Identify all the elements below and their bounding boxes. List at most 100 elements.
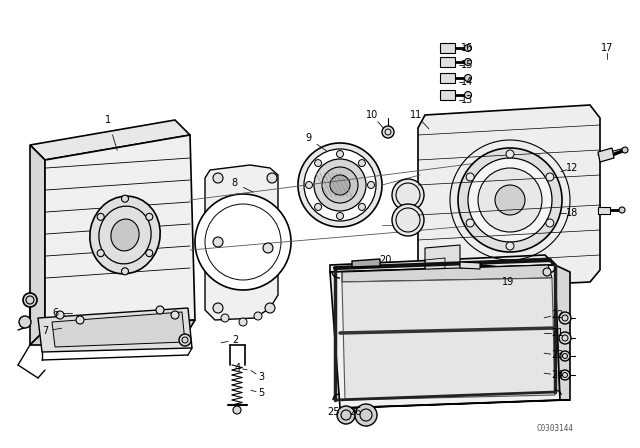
Circle shape <box>478 168 542 232</box>
Circle shape <box>233 406 241 414</box>
Circle shape <box>265 303 275 313</box>
Circle shape <box>213 303 223 313</box>
Polygon shape <box>205 165 278 320</box>
Text: 5: 5 <box>258 388 264 398</box>
Text: 3: 3 <box>258 372 264 382</box>
Circle shape <box>506 150 514 158</box>
Circle shape <box>466 173 474 181</box>
Circle shape <box>337 151 344 158</box>
Circle shape <box>465 59 472 65</box>
Circle shape <box>559 332 571 344</box>
Text: 7: 7 <box>42 326 48 336</box>
Circle shape <box>392 204 424 236</box>
Circle shape <box>506 242 514 250</box>
Text: 2: 2 <box>232 335 238 345</box>
Polygon shape <box>52 312 185 347</box>
Polygon shape <box>460 262 480 269</box>
Circle shape <box>367 181 374 189</box>
Text: 14: 14 <box>461 77 473 87</box>
Circle shape <box>458 148 562 252</box>
Polygon shape <box>598 207 610 214</box>
Circle shape <box>298 143 382 227</box>
Circle shape <box>179 334 191 346</box>
Circle shape <box>156 306 164 314</box>
Circle shape <box>358 159 365 167</box>
Polygon shape <box>342 265 552 282</box>
Polygon shape <box>30 320 195 345</box>
Text: 1: 1 <box>105 115 111 125</box>
Circle shape <box>221 314 229 322</box>
Circle shape <box>239 318 247 326</box>
Circle shape <box>146 213 153 220</box>
Text: 25: 25 <box>327 407 339 417</box>
Polygon shape <box>440 73 455 83</box>
Circle shape <box>263 243 273 253</box>
Text: 17: 17 <box>601 43 613 53</box>
Text: 26: 26 <box>349 407 361 417</box>
Circle shape <box>495 185 525 215</box>
Text: 21: 21 <box>551 328 563 338</box>
Circle shape <box>330 175 350 195</box>
Ellipse shape <box>111 219 139 251</box>
Circle shape <box>322 167 358 203</box>
Circle shape <box>97 250 104 257</box>
Ellipse shape <box>90 196 160 274</box>
Circle shape <box>304 149 376 221</box>
Polygon shape <box>598 148 614 162</box>
Text: C0303144: C0303144 <box>536 423 573 432</box>
Circle shape <box>466 219 474 227</box>
Text: 15: 15 <box>461 60 473 70</box>
Circle shape <box>56 311 64 319</box>
Circle shape <box>546 173 554 181</box>
Circle shape <box>213 237 223 247</box>
Polygon shape <box>30 120 190 160</box>
Circle shape <box>195 194 291 290</box>
Circle shape <box>254 312 262 320</box>
Circle shape <box>465 91 472 99</box>
Circle shape <box>314 159 366 211</box>
Circle shape <box>76 316 84 324</box>
Polygon shape <box>340 400 570 408</box>
Circle shape <box>122 195 129 202</box>
Circle shape <box>146 250 153 257</box>
Text: 4: 4 <box>235 363 241 373</box>
Circle shape <box>619 207 625 213</box>
Circle shape <box>358 203 365 211</box>
Text: 11: 11 <box>410 110 422 120</box>
Circle shape <box>355 404 377 426</box>
Polygon shape <box>342 278 555 400</box>
Circle shape <box>213 173 223 183</box>
Circle shape <box>315 159 321 167</box>
Circle shape <box>468 158 552 242</box>
Circle shape <box>337 406 355 424</box>
Circle shape <box>622 147 628 153</box>
Polygon shape <box>440 57 455 67</box>
Circle shape <box>543 268 551 276</box>
Polygon shape <box>555 265 570 400</box>
Text: 22: 22 <box>551 310 563 320</box>
Circle shape <box>171 311 179 319</box>
Text: 9: 9 <box>305 133 311 143</box>
Text: 12: 12 <box>566 163 578 173</box>
Circle shape <box>315 203 321 211</box>
Text: 10: 10 <box>366 110 378 120</box>
Text: 16: 16 <box>461 43 473 53</box>
Text: 6: 6 <box>52 308 58 318</box>
Polygon shape <box>30 145 45 345</box>
Circle shape <box>560 370 570 380</box>
Text: 24: 24 <box>551 370 563 380</box>
Circle shape <box>392 179 424 211</box>
Circle shape <box>337 212 344 220</box>
Circle shape <box>382 126 394 138</box>
Polygon shape <box>45 135 195 330</box>
Circle shape <box>546 219 554 227</box>
Polygon shape <box>330 265 560 408</box>
Polygon shape <box>330 255 555 272</box>
Text: 13: 13 <box>461 95 473 105</box>
Circle shape <box>559 312 571 324</box>
Text: 20: 20 <box>379 255 391 265</box>
Polygon shape <box>440 43 455 53</box>
Polygon shape <box>38 308 192 352</box>
Text: 8: 8 <box>231 178 237 188</box>
Circle shape <box>305 181 312 189</box>
